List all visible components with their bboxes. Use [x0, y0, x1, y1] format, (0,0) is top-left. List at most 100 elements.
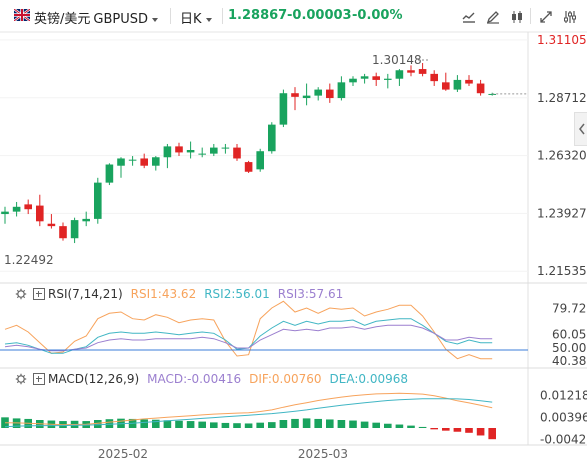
macd-histogram-bar [465, 428, 473, 433]
macd-series-line [4, 398, 493, 428]
macd-histogram-bar [384, 423, 392, 428]
candle-body [105, 164, 114, 183]
rsi-tick-label: 79.72 [552, 301, 586, 315]
candle-body [268, 124, 276, 152]
expand-indicator-icon[interactable] [33, 288, 45, 300]
indicator-icon [462, 12, 475, 23]
macd-tick-label: 0.00396 [540, 410, 587, 424]
rsi2-value: RSI2:56.01 [204, 287, 270, 301]
symbol-name: 英镑/美元 [34, 12, 91, 27]
price-tick-label: 1.28712 [537, 91, 587, 105]
candle-body [349, 78, 357, 83]
draw-icon [486, 11, 499, 24]
price-change: -0.00003 [287, 8, 352, 23]
rsi-tick-label: 60.05 [552, 328, 586, 342]
low-price-label: 1.22492 [4, 253, 54, 267]
dif-value: DIF:0.00760 [249, 372, 322, 386]
settings-icon [564, 11, 576, 23]
symbol-selector[interactable]: 英镑/美元 GBPUSD [34, 8, 158, 27]
candle-body [210, 147, 218, 154]
rsi-indicator-label[interactable]: RSI(7,14,21) [48, 287, 123, 301]
candle-body [70, 220, 79, 239]
macd-histogram-bar [256, 422, 264, 428]
chart-toolbar: 英镑/美元 GBPUSD 日K 1.28867 -0.00003 -0.00% [0, 0, 587, 32]
price-axis: 1.31105 1.28712 1.26320 1.23927 1.21535 [537, 33, 587, 278]
draw-tool-button[interactable] [484, 8, 502, 26]
rsi-series-line [4, 324, 493, 352]
indicator-button[interactable] [460, 8, 478, 26]
settings-gear-icon[interactable] [14, 372, 28, 386]
price-tick-label: 1.26320 [537, 149, 587, 163]
candle-body [198, 153, 206, 155]
macd-histogram-bar [302, 418, 311, 428]
candle-body [372, 76, 380, 80]
macd-histogram-bar [105, 419, 114, 428]
candle-body [47, 223, 56, 227]
macd-histogram-group [1, 417, 496, 440]
candle-body [1, 211, 9, 215]
macd-histogram-bar [221, 422, 230, 428]
price-change-percent: -0.00% [352, 8, 403, 23]
candle-body [244, 162, 253, 172]
sidebar-toggle-button[interactable] [574, 112, 587, 146]
period-selector[interactable]: 日K [180, 8, 212, 27]
candle-body [465, 79, 473, 84]
candle-body [117, 158, 125, 166]
flag-uk-icon [14, 9, 30, 21]
macd-indicator-label[interactable]: MACD(12,26,9) [48, 372, 140, 386]
fullscreen-button[interactable] [537, 8, 555, 26]
macd-histogram-bar [395, 424, 404, 428]
chevron-left-icon [578, 123, 585, 135]
candle-type-button[interactable] [508, 8, 526, 26]
candle-body [302, 95, 311, 99]
macd-histogram-bar [152, 419, 160, 428]
candle-body [233, 147, 241, 159]
candle-body [24, 204, 32, 210]
macd-value: MACD:-0.00416 [147, 372, 242, 386]
macd-histogram-bar [418, 426, 427, 428]
macd-histogram-bar [210, 422, 218, 428]
toolbar-divider [170, 8, 171, 24]
rsi1-value: RSI1:43.62 [130, 287, 197, 301]
candle-body [314, 89, 322, 96]
candle-body [395, 70, 404, 79]
candle-body [152, 157, 160, 166]
time-tick-label: 2025-03 [298, 447, 348, 461]
fullscreen-icon [540, 11, 552, 23]
chevron-down-icon [152, 17, 158, 22]
rsi-series-line [4, 300, 493, 360]
price-tick-label: 1.21535 [537, 264, 587, 278]
expand-indicator-icon[interactable] [33, 373, 45, 385]
macd-series-line [4, 392, 493, 426]
candle-body [430, 73, 438, 82]
macd-histogram-bar [360, 421, 369, 428]
macd-histogram-bar [198, 421, 206, 428]
rsi-legend: RSI(7,14,21) RSI1:43.62 RSI2:56.01 RSI3:… [14, 286, 343, 302]
candle-body [291, 93, 299, 97]
symbol-code: GBPUSD [93, 12, 148, 27]
macd-histogram-bar [291, 418, 299, 428]
macd-histogram-bar [1, 417, 9, 428]
last-price: 1.28867 [228, 8, 288, 23]
settings-gear-icon[interactable] [14, 287, 28, 301]
candle-body [128, 159, 137, 161]
high-price-label: 1.30148 [372, 53, 422, 67]
settings-button[interactable] [561, 8, 579, 26]
candle-body [418, 69, 427, 74]
macd-lines-group [4, 392, 493, 428]
candles-group [1, 63, 528, 244]
macd-histogram-bar [430, 428, 438, 430]
toolbar-divider [222, 8, 223, 24]
candle-body [186, 150, 195, 153]
candle-body [163, 146, 172, 158]
candle-body [384, 78, 392, 80]
macd-histogram-bar [407, 425, 415, 428]
candle-body [94, 182, 102, 219]
chevron-down-icon [205, 17, 212, 22]
candle-body [140, 158, 148, 166]
macd-histogram-bar [244, 423, 253, 428]
macd-legend: MACD(12,26,9) MACD:-0.00416 DIF:0.00760 … [14, 371, 408, 387]
rsi-tick-label: 40.38 [552, 354, 586, 368]
